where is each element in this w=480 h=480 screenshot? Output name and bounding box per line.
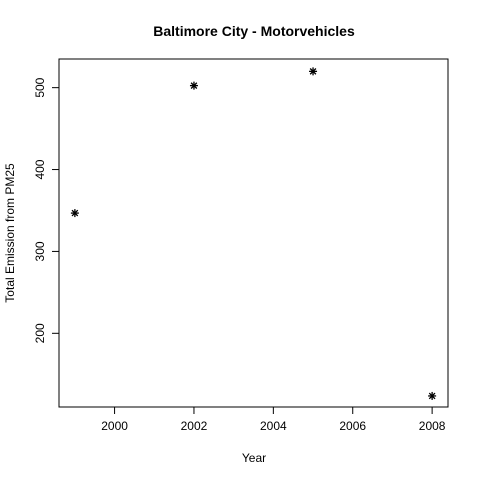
y-axis: 200 300 400 500 [33,77,59,343]
y-tick-label: 300 [33,241,47,261]
y-tick-label: 500 [33,77,47,97]
x-tick-label: 2002 [181,419,208,433]
chart-title: Baltimore City - Motorvehicles [153,23,355,39]
data-point [189,81,198,90]
y-axis-label: Total Emission from PM25 [3,163,17,303]
y-tick-label: 200 [33,323,47,343]
y-tick-label: 400 [33,159,47,179]
data-point [309,67,318,76]
data-points [70,67,437,400]
x-tick-label: 2004 [260,419,287,433]
data-point [70,209,79,218]
data-point [428,391,437,400]
x-axis-label: Year [242,451,266,465]
x-tick-label: 2008 [419,419,446,433]
plot-frame [58,58,449,408]
x-axis: 2000 2002 2004 2006 2008 [101,407,446,433]
x-tick-label: 2000 [101,419,128,433]
x-tick-label: 2006 [339,419,366,433]
